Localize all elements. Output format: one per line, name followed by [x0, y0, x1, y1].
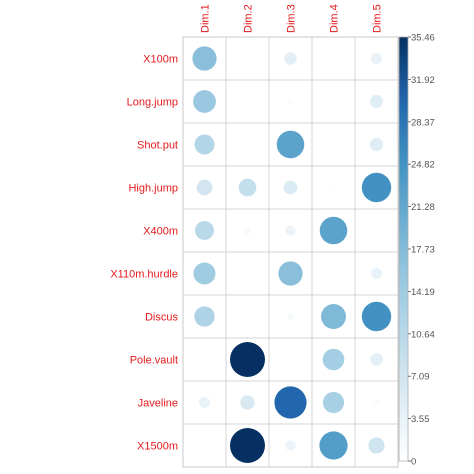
cell-circle-x400m-dim1 — [194, 220, 215, 241]
colorbar-tick-label: 35.46 — [411, 33, 435, 44]
colorbar-tick-label: 10.64 — [411, 329, 435, 340]
colorbar-tick-label: 31.92 — [411, 75, 435, 86]
cell-circle-x110m-hurdle-dim1 — [193, 262, 216, 285]
cell-circle-long-jump-dim2 — [245, 99, 250, 104]
cell-circle-long-jump-dim3 — [287, 98, 294, 105]
cell-circle-x400m-dim5 — [375, 229, 378, 232]
cell-circle-discus-dim1 — [194, 306, 215, 327]
cell-circle-pole-vault-dim5 — [370, 353, 383, 366]
column-labels: Dim.1 Dim.2 Dim.3 Dim.4 Dim.5 — [200, 4, 384, 33]
row-label: X100m — [143, 54, 178, 66]
cell-circle-x400m-dim4 — [319, 216, 348, 245]
column-label: Dim.3 — [286, 4, 298, 33]
row-label: Shot.put — [137, 140, 178, 152]
cell-circle-javeline-dim3 — [274, 386, 307, 419]
cell-circle-x110m-hurdle-dim3 — [278, 261, 303, 286]
cell-circle-x100m-dim2 — [245, 56, 250, 61]
cell-circle-pole-vault-dim2 — [230, 342, 265, 377]
cell-circle-x1500m-dim4 — [319, 431, 348, 460]
column-label: Dim.4 — [329, 4, 341, 33]
colorbar-tick-label: 28.37 — [411, 117, 435, 128]
cell-circle-javeline-dim2 — [240, 395, 255, 410]
cell-circle-shot-put-dim4 — [331, 142, 336, 147]
colorbar: 0 3.55 7.09 10.64 14.19 17.73 21.28 24.82 28.37 3… — [398, 33, 435, 468]
cell-circle-pole-vault-dim3 — [289, 358, 292, 361]
row-labels: X100m Long.jump Shot.put High.jump X400m X110… — [110, 54, 178, 453]
cell-circle-x100m-dim1 — [192, 46, 217, 71]
cell-circle-javeline-dim4 — [322, 391, 345, 414]
row-label: High.jump — [128, 183, 178, 195]
colorbar-tick-label: 17.73 — [411, 245, 435, 256]
cell-circle-x400m-dim3 — [285, 225, 296, 236]
cell-circle-high-jump-dim1 — [196, 179, 213, 196]
cell-circle-pole-vault-dim1 — [203, 358, 206, 361]
column-label: Dim.5 — [372, 4, 384, 33]
colorbar-tick-label: 7.09 — [411, 372, 430, 383]
row-label: X110m.hurdle — [110, 269, 178, 281]
colorbar-tick-label: 14.19 — [411, 287, 435, 298]
cell-circle-high-jump-dim5 — [361, 172, 392, 203]
row-label: X1500m — [137, 441, 178, 453]
plot-cells — [192, 46, 392, 463]
cell-circle-long-jump-dim1 — [193, 90, 216, 113]
colorbar-tick-label: 24.82 — [411, 160, 435, 171]
column-label: Dim.2 — [243, 4, 255, 33]
cell-circle-high-jump-dim4 — [331, 185, 336, 190]
cell-circle-high-jump-dim2 — [238, 178, 257, 197]
cell-circle-high-jump-dim3 — [283, 180, 298, 195]
row-label: Discus — [145, 312, 179, 324]
cell-circle-javeline-dim1 — [199, 397, 210, 408]
cell-circle-discus-dim3 — [287, 313, 294, 320]
row-label: X400m — [143, 226, 178, 238]
cell-circle-javeline-dim5 — [373, 399, 380, 406]
column-label: Dim.1 — [200, 4, 212, 33]
cell-circle-x100m-dim3 — [284, 52, 297, 65]
cell-circle-x100m-dim5 — [371, 53, 382, 64]
cell-circle-x1500m-dim2 — [230, 428, 265, 463]
colorbar-tick-label: 21.28 — [411, 202, 435, 213]
cell-circle-x1500m-dim3 — [285, 440, 296, 451]
cell-circle-shot-put-dim1 — [194, 134, 215, 155]
colorbar-tick-label: 3.55 — [411, 414, 430, 425]
cell-circle-x110m-hurdle-dim5 — [371, 268, 382, 279]
cell-circle-long-jump-dim4 — [331, 99, 336, 104]
colorbar-tick-label: 0 — [411, 457, 416, 468]
cell-circle-discus-dim4 — [321, 304, 346, 329]
row-label: Long.jump — [127, 97, 178, 109]
cell-circle-pole-vault-dim4 — [322, 348, 345, 371]
row-label: Pole.vault — [130, 355, 178, 367]
cell-circle-shot-put-dim5 — [369, 137, 384, 152]
cell-circle-long-jump-dim5 — [369, 94, 384, 109]
colorbar-gradient — [398, 36, 409, 462]
cell-circle-x400m-dim2 — [243, 226, 252, 235]
cell-circle-discus-dim5 — [361, 301, 392, 332]
cell-circle-shot-put-dim3 — [276, 130, 305, 159]
cell-circle-x1500m-dim5 — [368, 437, 385, 454]
row-label: Javeline — [138, 398, 178, 410]
